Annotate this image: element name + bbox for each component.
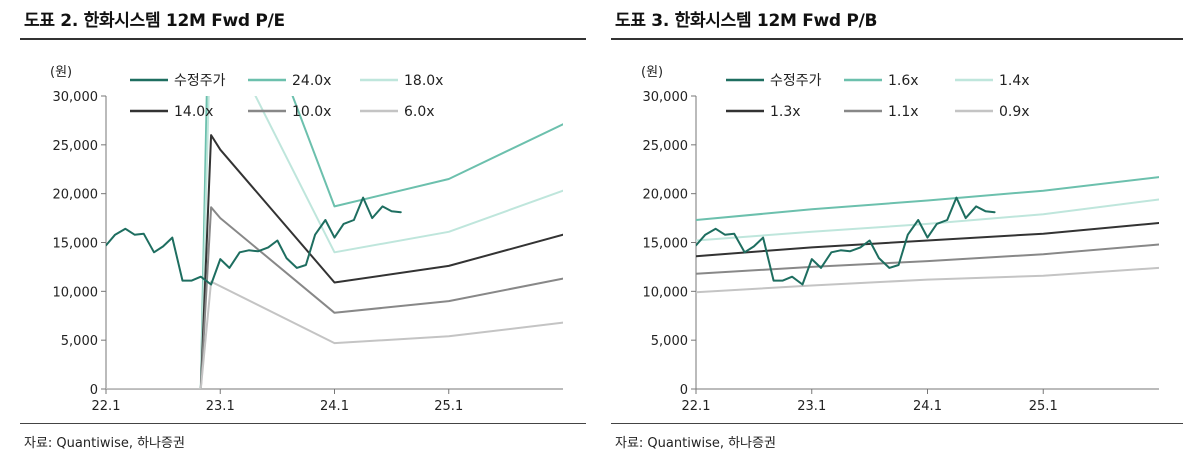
series-line-5 bbox=[106, 280, 563, 389]
y-tick-label: 20,000 bbox=[643, 188, 689, 203]
y-unit-label: (원) bbox=[641, 65, 663, 80]
y-tick-label: 30,000 bbox=[53, 90, 99, 105]
legend-label: 10.0x bbox=[292, 104, 331, 120]
x-tick-label: 25.1 bbox=[1029, 399, 1058, 414]
series-line-5 bbox=[696, 266, 1159, 294]
chart-panel-pb: 도표 3. 한화시스템 12M Fwd P/B (원) 0 5,000 10,000 1… bbox=[611, 0, 1183, 459]
legend-label: 6.0x bbox=[404, 104, 435, 120]
x-tick-label: 22.1 bbox=[682, 399, 711, 414]
plot-area bbox=[696, 176, 1159, 294]
y-tick-label: 20,000 bbox=[53, 188, 99, 203]
y-tick-label: 0 bbox=[680, 383, 688, 398]
series-line-2 bbox=[106, 96, 563, 389]
series-line-4 bbox=[696, 243, 1159, 275]
series-line-4 bbox=[106, 206, 563, 389]
y-tick-label: 10,000 bbox=[53, 285, 99, 300]
y-tick-label: 25,000 bbox=[53, 139, 99, 154]
y-tick-label: 5,000 bbox=[61, 334, 98, 349]
legend-label: 1.6x bbox=[888, 73, 919, 89]
y-tick-label: 15,000 bbox=[53, 237, 99, 252]
legend-label: 1.1x bbox=[888, 104, 919, 120]
x-tick-label: 24.1 bbox=[913, 399, 942, 414]
title-rule bbox=[20, 38, 586, 40]
pb-band-chart: (원) 0 5,000 10,000 15,000 20,000 25,000 30,000 2… bbox=[641, 65, 1159, 414]
series-line-1 bbox=[106, 96, 563, 389]
x-tick-label: 24.1 bbox=[320, 399, 349, 414]
x-tick-label: 23.1 bbox=[206, 399, 235, 414]
chart-source: 자료: Quantiwise, 하나증권 bbox=[24, 436, 185, 451]
legend-label: 24.0x bbox=[292, 73, 331, 89]
source-rule bbox=[611, 423, 1183, 424]
y-tick-label: 25,000 bbox=[643, 139, 689, 154]
y-unit-label: (원) bbox=[50, 65, 72, 80]
source-rule bbox=[20, 423, 586, 424]
series-line-3 bbox=[696, 222, 1159, 258]
y-tick-label: 5,000 bbox=[651, 334, 688, 349]
legend-label: 0.9x bbox=[999, 104, 1030, 120]
legend-label: 18.0x bbox=[404, 73, 443, 89]
title-rule bbox=[611, 38, 1183, 40]
y-tick-label: 30,000 bbox=[643, 90, 689, 105]
y-tick-label: 15,000 bbox=[643, 237, 689, 252]
y-tick-label: 10,000 bbox=[643, 285, 689, 300]
x-tick-label: 22.1 bbox=[92, 399, 121, 414]
chart-title: 도표 2. 한화시스템 12M Fwd P/E bbox=[24, 11, 285, 31]
chart-panel-pe: 도표 2. 한화시스템 12M Fwd P/E (원) 0 5,000 10,000 1… bbox=[20, 0, 586, 459]
series-line-0 bbox=[696, 196, 996, 286]
series-line-1 bbox=[696, 176, 1159, 221]
plot-area bbox=[106, 96, 563, 389]
pe-band-chart: (원) 0 5,000 10,000 15,000 20,000 25,000 30,000 2… bbox=[50, 65, 563, 414]
chart-source: 자료: Quantiwise, 하나증권 bbox=[615, 436, 776, 451]
x-tick-label: 25.1 bbox=[434, 399, 463, 414]
legend-label: 14.0x bbox=[174, 104, 213, 120]
legend-label: 1.3x bbox=[770, 104, 801, 120]
series-line-3 bbox=[106, 134, 563, 389]
legend-label: 수정주가 bbox=[174, 73, 226, 89]
chart-title: 도표 3. 한화시스템 12M Fwd P/B bbox=[615, 11, 878, 31]
legend-label: 1.4x bbox=[999, 73, 1030, 89]
x-tick-label: 23.1 bbox=[797, 399, 826, 414]
legend-label: 수정주가 bbox=[770, 73, 822, 89]
y-tick-label: 0 bbox=[90, 383, 98, 398]
series-line-0 bbox=[106, 196, 402, 286]
series-line-2 bbox=[696, 198, 1159, 242]
